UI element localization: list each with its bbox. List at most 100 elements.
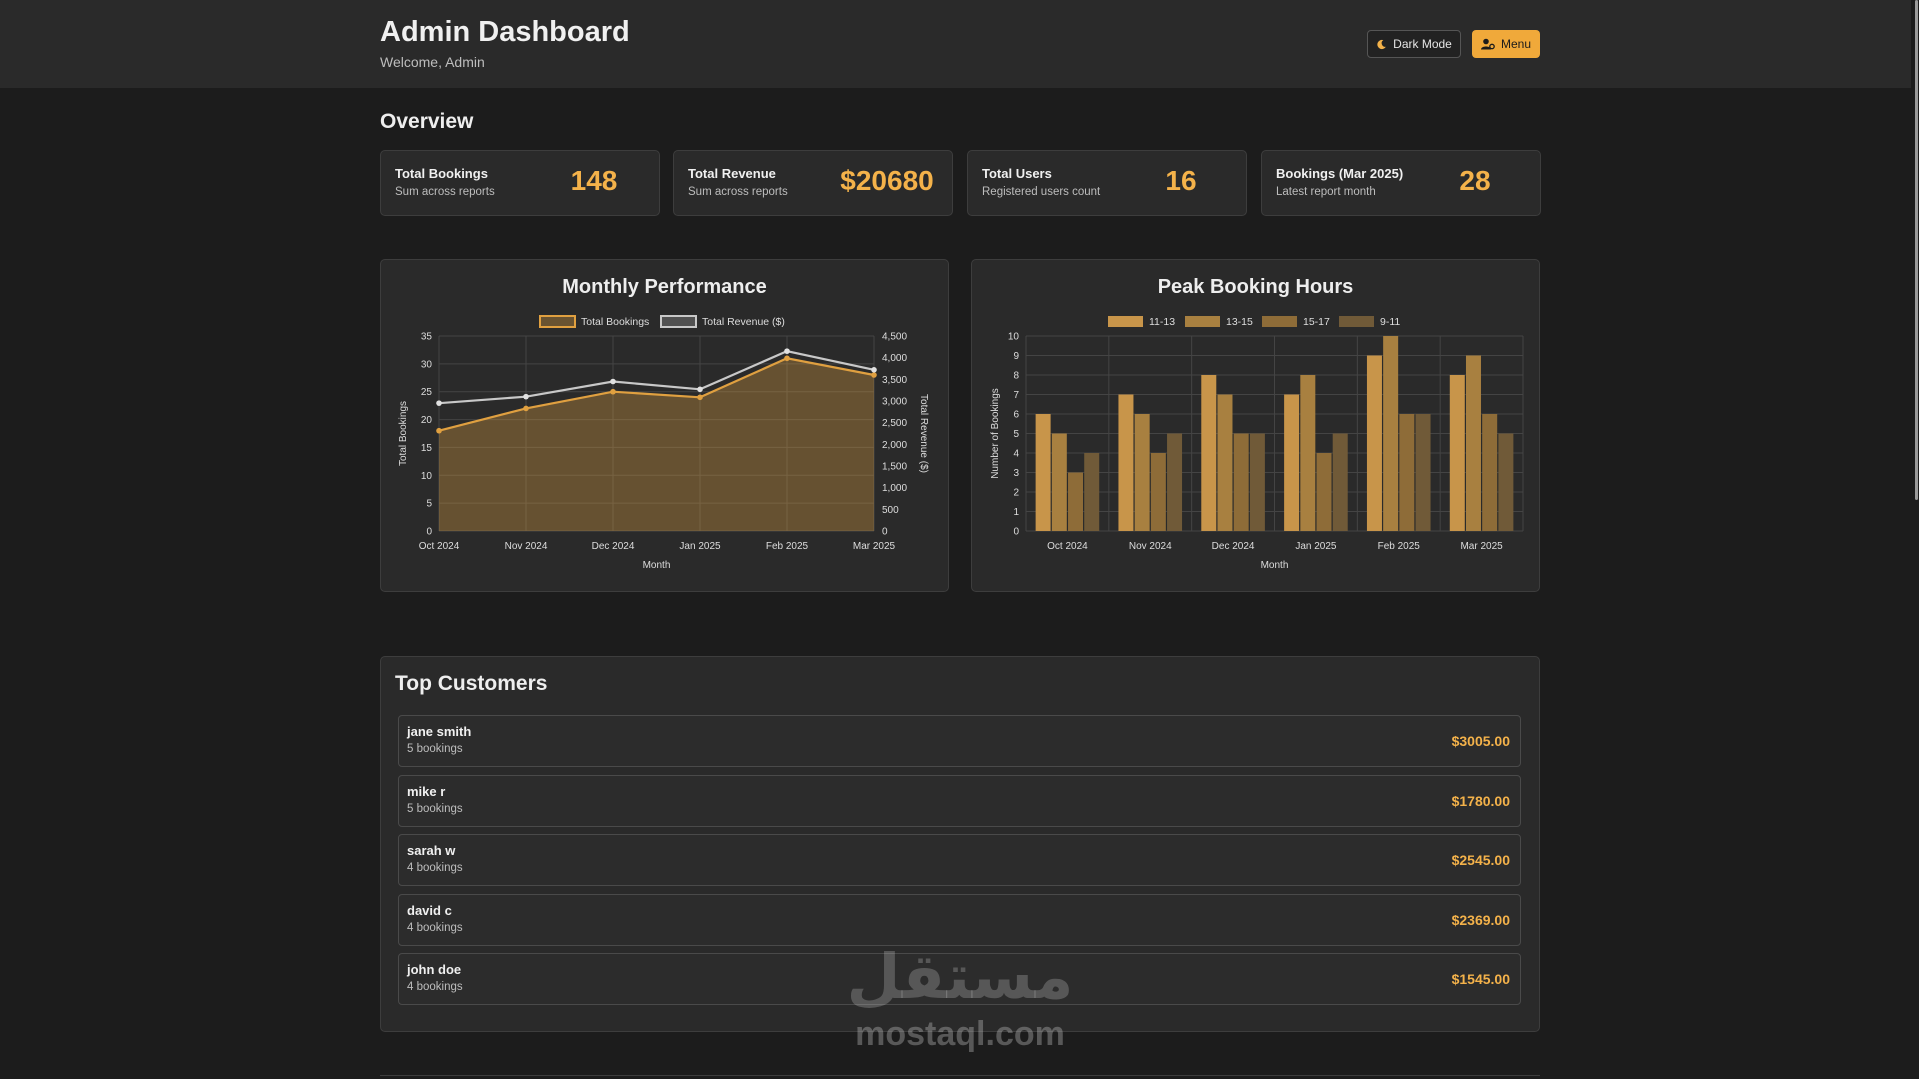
y-tick-label: 0 [1013, 527, 1019, 538]
bar-11-13 [1118, 394, 1134, 531]
legend-swatch [1339, 316, 1374, 327]
x-tick-label: Nov 2024 [1129, 541, 1172, 552]
stat-label: Bookings (Mar 2025) [1276, 166, 1404, 181]
y-right-tick-label: 4,000 [882, 353, 907, 364]
monthly-performance-chart: Monthly Performance Total Bookings Total R… [398, 276, 929, 571]
stat-sub: Registered users count [982, 186, 1101, 198]
y-tick-label: 15 [421, 443, 433, 454]
bar-9-11 [1167, 433, 1183, 531]
legend-swatch [1108, 316, 1143, 327]
stat-label: Total Revenue [688, 166, 776, 181]
y-tick-label: 35 [421, 332, 433, 343]
y-right-tick-label: 4,500 [882, 332, 907, 343]
y-tick-label: 10 [421, 471, 433, 482]
stat-card-total-users: Total Users Registered users count 16 [967, 150, 1247, 216]
scrollbar-track[interactable] [1911, 0, 1919, 1079]
chart-title: Monthly Performance [562, 276, 766, 298]
bookings-point [784, 355, 790, 362]
bar-15-17 [1150, 453, 1166, 531]
bar-15-17 [1399, 414, 1415, 531]
list-item[interactable]: jane smith 5 bookings $3005.00 [398, 715, 1521, 767]
customer-name: mike r [407, 784, 446, 799]
dark-mode-button[interactable]: Dark Mode [1367, 30, 1461, 58]
x-tick-label: Mar 2025 [853, 541, 896, 552]
bar-13-15 [1465, 355, 1481, 531]
list-item[interactable]: david c 4 bookings $2369.00 [398, 894, 1521, 946]
y-tick-label: 0 [426, 527, 432, 538]
customer-bookings: 4 bookings [407, 922, 463, 934]
y-right-tick-label: 2,000 [882, 440, 907, 451]
customer-bookings: 5 bookings [407, 743, 463, 755]
y-right-tick-label: 2,500 [882, 418, 907, 429]
chart-title: Peak Booking Hours [1158, 276, 1354, 298]
bar-13-15 [1383, 336, 1399, 531]
y-tick-label: 10 [1008, 332, 1020, 343]
stat-card-total-revenue: Total Revenue Sum across reports $20680 [673, 150, 953, 216]
y-right-tick-label: 3,500 [882, 375, 907, 386]
y-tick-label: 8 [1013, 371, 1019, 382]
y-tick-label: 20 [421, 415, 433, 426]
menu-label: Menu [1500, 37, 1532, 51]
y-right-tick-label: 1,500 [882, 462, 907, 473]
legend-label: Total Bookings [581, 316, 649, 328]
customer-bookings: 4 bookings [407, 862, 463, 874]
next-panel-edge [380, 1075, 1540, 1079]
bookings-point [697, 394, 703, 401]
x-axis-label: Month [1261, 560, 1289, 571]
bar-11-13 [1284, 394, 1300, 531]
y-tick-label: 7 [1013, 390, 1019, 401]
overview-title: Overview [380, 110, 474, 133]
legend-label: 13-15 [1226, 316, 1253, 328]
list-item[interactable]: mike r 5 bookings $1780.00 [398, 775, 1521, 827]
y-right-tick-label: 0 [882, 527, 888, 538]
bar-11-13 [1201, 375, 1217, 531]
customer-amount: $2545.00 [1451, 852, 1510, 868]
customer-amount: $3005.00 [1451, 733, 1510, 749]
customer-name: jane smith [407, 724, 472, 739]
legend-label: 11-13 [1149, 316, 1175, 328]
y-right-tick-label: 500 [882, 505, 899, 516]
y-right-tick-label: 3,000 [882, 397, 907, 408]
top-bar [0, 0, 1919, 88]
y-tick-label: 9 [1013, 351, 1019, 362]
stat-sub: Sum across reports [688, 186, 788, 198]
bar-9-11 [1249, 433, 1265, 531]
legend-swatch-bookings [539, 315, 576, 328]
menu-button[interactable]: Menu [1472, 30, 1540, 58]
revenue-point [436, 400, 442, 406]
bar-13-15 [1300, 375, 1316, 531]
peak-hours-panel [971, 259, 1540, 592]
y-tick-label: 1 [1013, 507, 1019, 518]
revenue-line [438, 350, 875, 405]
x-tick-label: Feb 2025 [1378, 541, 1421, 552]
welcome-text: Welcome, Admin [380, 54, 485, 70]
watermark-arabic: مستقل [846, 943, 1074, 1012]
y-tick-label: 5 [1013, 429, 1019, 440]
customer-name: sarah w [407, 843, 456, 858]
x-tick-label: Feb 2025 [766, 541, 809, 552]
stat-label: Total Users [982, 166, 1052, 181]
scrollbar-thumb[interactable] [1915, 0, 1918, 500]
y-right-tick-label: 1,000 [882, 483, 907, 494]
bookings-point [610, 388, 616, 395]
x-tick-label: Jan 2025 [679, 541, 721, 552]
x-tick-label: Nov 2024 [505, 541, 548, 552]
revenue-point [610, 378, 616, 385]
bookings-point [436, 427, 442, 434]
bookings-area [439, 358, 874, 531]
list-item[interactable]: sarah w 4 bookings $2545.00 [398, 834, 1521, 886]
legend-swatch-revenue [660, 315, 697, 328]
stat-sub: Sum across reports [395, 186, 495, 198]
moon-icon [1377, 39, 1387, 49]
stat-label: Total Bookings [395, 166, 488, 181]
bar-11-13 [1366, 355, 1382, 531]
user-gear-icon [1480, 38, 1495, 50]
x-tick-label: Oct 2024 [1047, 541, 1088, 552]
list-item[interactable]: john doe 4 bookings $1545.00 [398, 953, 1521, 1005]
x-axis-label: Month [643, 560, 671, 571]
revenue-point [784, 348, 790, 354]
bar-15-17 [1068, 472, 1084, 531]
stat-sub: Latest report month [1276, 186, 1376, 198]
customer-amount: $2369.00 [1451, 912, 1510, 928]
legend-label: 15-17 [1303, 316, 1330, 328]
